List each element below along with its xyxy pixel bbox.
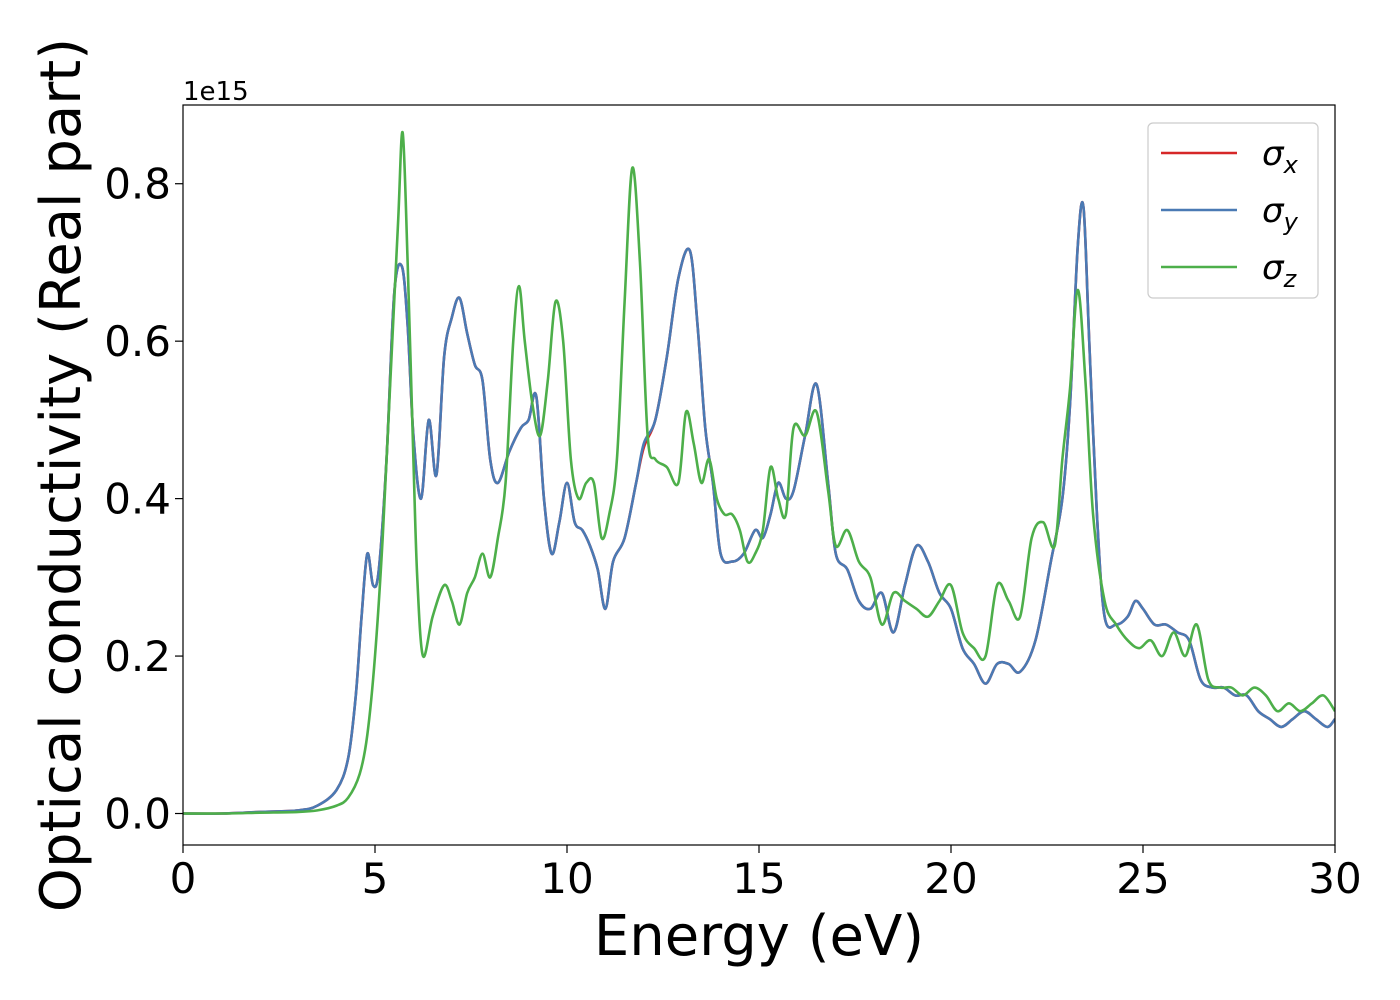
legend-label-z: σz — [1262, 248, 1298, 293]
legend-label-x: σx — [1262, 134, 1299, 179]
legend-label-subscript: x — [1283, 151, 1299, 179]
y-tick-label: 0.0 — [104, 790, 171, 839]
legend-label-symbol: σ — [1262, 191, 1285, 231]
series-line-y — [183, 200, 1335, 815]
series-lines — [183, 130, 1335, 815]
plot-frame — [182, 104, 1336, 846]
x-axis-label: Energy (eV) — [594, 904, 924, 969]
legend-label-symbol: σ — [1262, 134, 1285, 174]
x-tick-label: 5 — [362, 854, 389, 903]
legend-label-subscript: z — [1283, 265, 1298, 293]
x-tick-label: 20 — [924, 854, 977, 903]
y-tick-label: 0.4 — [104, 475, 171, 524]
legend-label-y: σy — [1262, 191, 1299, 236]
legend-label-subscript: y — [1283, 208, 1299, 236]
y-tick-label: 0.8 — [104, 160, 171, 209]
series-line-z — [183, 130, 1335, 815]
x-tick-label: 25 — [1116, 854, 1169, 903]
y-axis-offset-text: 1e15 — [183, 77, 249, 107]
y-axis-ticks: 0.0 0.2 0.4 0.6 0.8 — [104, 160, 183, 839]
x-tick-label: 30 — [1308, 854, 1361, 903]
x-tick-label: 15 — [732, 854, 785, 903]
y-axis-label: Optical conductivity (Real part) — [29, 38, 94, 912]
x-axis-ticks: 0 5 10 15 20 25 30 — [170, 845, 1362, 903]
x-tick-label: 0 — [170, 854, 197, 903]
legend-label-symbol: σ — [1262, 248, 1285, 288]
plot-area — [183, 105, 1335, 845]
x-tick-label: 10 — [540, 854, 593, 903]
y-tick-label: 0.6 — [104, 317, 171, 366]
y-tick-label: 0.2 — [104, 632, 171, 681]
